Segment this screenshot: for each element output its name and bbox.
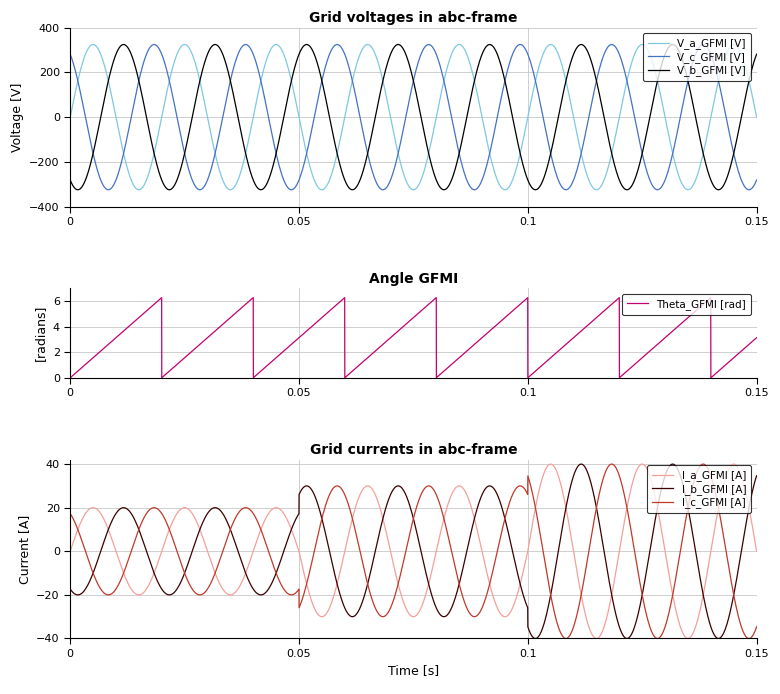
I_c_GFMI [A] [752,623,761,631]
I_a_GFMI [A] [752,547,761,555]
V_b_GFMI [V] [630,176,640,184]
I_c_GFMI [A] [653,634,662,643]
Theta_GFMI [rad] [190,345,200,353]
Y-axis label: Voltage [V]: Voltage [V] [11,83,23,152]
V_a_GFMI [V] [66,113,75,121]
V_a_GFMI [V] [190,58,200,67]
V_a_GFMI [V] [512,162,522,171]
V_b_GFMI [V] [477,50,487,58]
I_a_GFMI [A] [630,472,640,480]
V_b_GFMI [V] [165,185,174,194]
I_b_GFMI [A] [630,623,640,631]
Theta_GFMI [rad] [512,303,521,312]
I_b_GFMI [A] [190,539,200,548]
I_c_GFMI [A] [190,589,200,597]
I_b_GFMI [A] [328,560,337,568]
Line: V_c_GFMI [V]: V_c_GFMI [V] [70,44,757,189]
V_a_GFMI [V] [477,113,487,121]
V_c_GFMI [V] [328,44,337,52]
V_c_GFMI [V] [653,185,662,194]
Line: I_b_GFMI [A]: I_b_GFMI [A] [70,464,757,638]
V_a_GFMI [V] [328,167,338,175]
Line: V_b_GFMI [V]: V_b_GFMI [V] [70,44,757,189]
V_a_GFMI [V] [630,49,640,58]
I_b_GFMI [A] [578,460,587,468]
Theta_GFMI [rad] [752,334,761,342]
I_c_GFMI [A] [66,509,75,518]
V_c_GFMI [V] [578,144,587,152]
Line: V_a_GFMI [V]: V_a_GFMI [V] [70,44,757,189]
I_c_GFMI [A] [630,547,640,555]
V_b_GFMI [V] [328,128,337,137]
I_a_GFMI [A] [512,593,521,601]
Line: I_c_GFMI [A]: I_c_GFMI [A] [70,464,757,638]
I_a_GFMI [A] [637,460,647,468]
I_c_GFMI [A] [477,604,487,613]
I_a_GFMI [A] [190,514,200,523]
I_c_GFMI [A] [328,485,337,493]
Theta_GFMI [rad] [249,294,258,302]
V_c_GFMI [V] [477,176,487,185]
Title: Angle GFMI: Angle GFMI [369,272,458,286]
I_b_GFMI [A] [530,634,540,643]
Legend: Theta_GFMI [rad]: Theta_GFMI [rad] [622,294,751,315]
V_b_GFMI [V] [668,40,677,49]
V_c_GFMI [V] [66,50,75,58]
X-axis label: Time [s]: Time [s] [388,664,439,677]
V_b_GFMI [V] [578,41,587,49]
Line: Theta_GFMI [rad]: Theta_GFMI [rad] [70,298,757,378]
Y-axis label: [radians]: [radians] [34,305,47,362]
V_c_GFMI [V] [512,42,521,51]
Theta_GFMI [rad] [66,373,75,382]
I_a_GFMI [A] [578,597,587,605]
I_b_GFMI [A] [752,472,761,480]
I_b_GFMI [A] [512,565,521,573]
Title: Grid currents in abc-frame: Grid currents in abc-frame [310,443,517,457]
Theta_GFMI [rad] [578,325,587,334]
V_a_GFMI [V] [578,155,587,164]
Legend: V_a_GFMI [V], V_c_GFMI [V], V_b_GFMI [V]: V_a_GFMI [V], V_c_GFMI [V], V_b_GFMI [V] [643,33,751,81]
Theta_GFMI [rad] [328,304,337,312]
I_c_GFMI [A] [699,460,708,468]
V_a_GFMI [V] [317,185,327,194]
I_c_GFMI [A] [512,484,521,492]
V_c_GFMI [V] [752,176,761,184]
V_c_GFMI [V] [630,113,640,121]
V_b_GFMI [V] [66,176,75,184]
V_c_GFMI [V] [190,182,200,190]
Y-axis label: Current [A]: Current [A] [18,514,30,584]
V_b_GFMI [V] [752,50,761,58]
I_a_GFMI [A] [66,547,75,555]
I_c_GFMI [A] [578,584,587,593]
Theta_GFMI [rad] [477,334,487,342]
Line: I_a_GFMI [A]: I_a_GFMI [A] [70,464,757,638]
V_b_GFMI [V] [190,99,200,108]
I_a_GFMI [A] [328,596,337,604]
Legend: I_a_GFMI [A], I_b_GFMI [A], I_c_GFMI [A]: I_a_GFMI [A], I_b_GFMI [A], I_c_GFMI [A] [647,465,751,514]
V_a_GFMI [V] [180,40,190,49]
I_a_GFMI [A] [683,634,693,643]
Theta_GFMI [rad] [630,360,640,369]
V_b_GFMI [V] [512,133,521,142]
V_a_GFMI [V] [752,113,761,121]
I_b_GFMI [A] [66,585,75,593]
Title: Grid voltages in abc-frame: Grid voltages in abc-frame [309,11,518,25]
I_b_GFMI [A] [477,491,487,499]
V_c_GFMI [V] [150,40,159,49]
I_b_GFMI [A] [668,460,677,468]
I_a_GFMI [A] [477,546,487,555]
